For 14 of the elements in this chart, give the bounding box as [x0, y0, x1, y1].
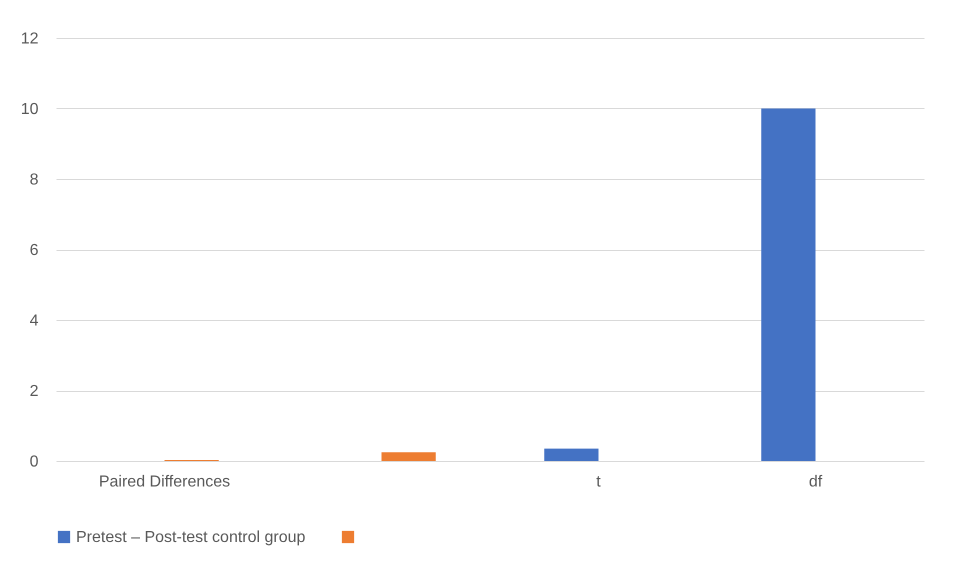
bar [761, 108, 816, 461]
y-tick-label: 6 [30, 242, 39, 259]
bar [544, 448, 598, 461]
x-tick-label: t [596, 474, 602, 490]
bar [382, 452, 436, 461]
legend-label: Pretest – Post-test control group [76, 529, 306, 546]
y-tick-label: 12 [20, 30, 39, 48]
y-tick-label: 8 [30, 172, 39, 188]
y-tick-label: 4 [30, 312, 39, 330]
x-tick-label: df [808, 474, 823, 490]
y-tick-label: 0 [30, 454, 39, 470]
y-tick-label: 2 [30, 383, 39, 400]
x-tick-label: Paired Differences [98, 474, 230, 490]
y-tick-label: 10 [20, 101, 39, 118]
